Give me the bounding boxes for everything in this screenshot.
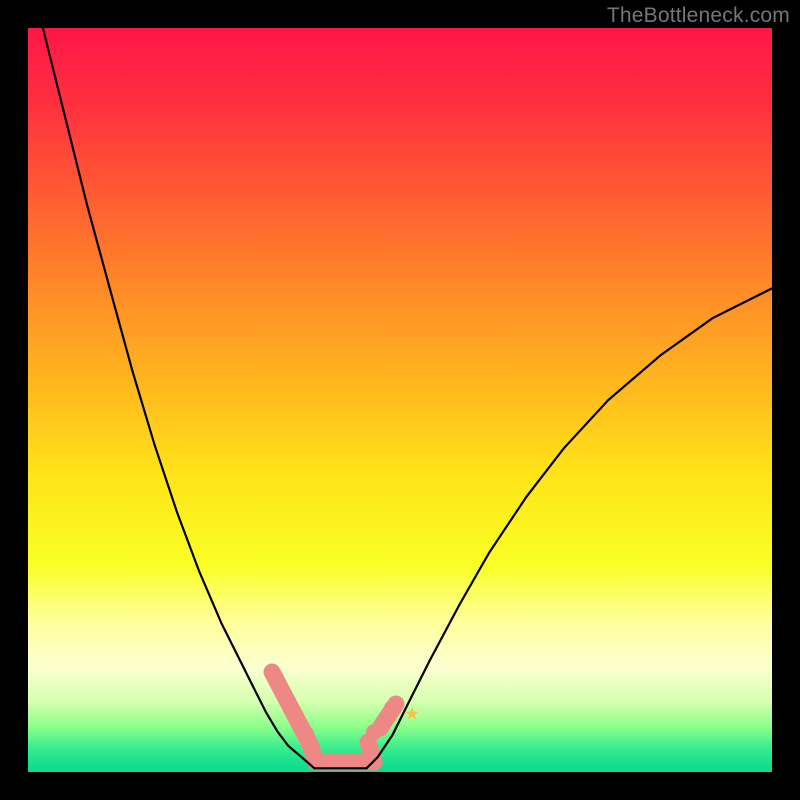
optimal-star bbox=[405, 707, 418, 720]
curve-right bbox=[367, 288, 773, 768]
bottleneck-curve bbox=[28, 28, 772, 772]
curve-left bbox=[43, 28, 315, 768]
chart-frame: TheBottleneck.com bbox=[0, 0, 800, 800]
watermark-text: TheBottleneck.com bbox=[607, 4, 790, 28]
marker-layer bbox=[268, 672, 400, 762]
plot-area bbox=[28, 28, 772, 772]
